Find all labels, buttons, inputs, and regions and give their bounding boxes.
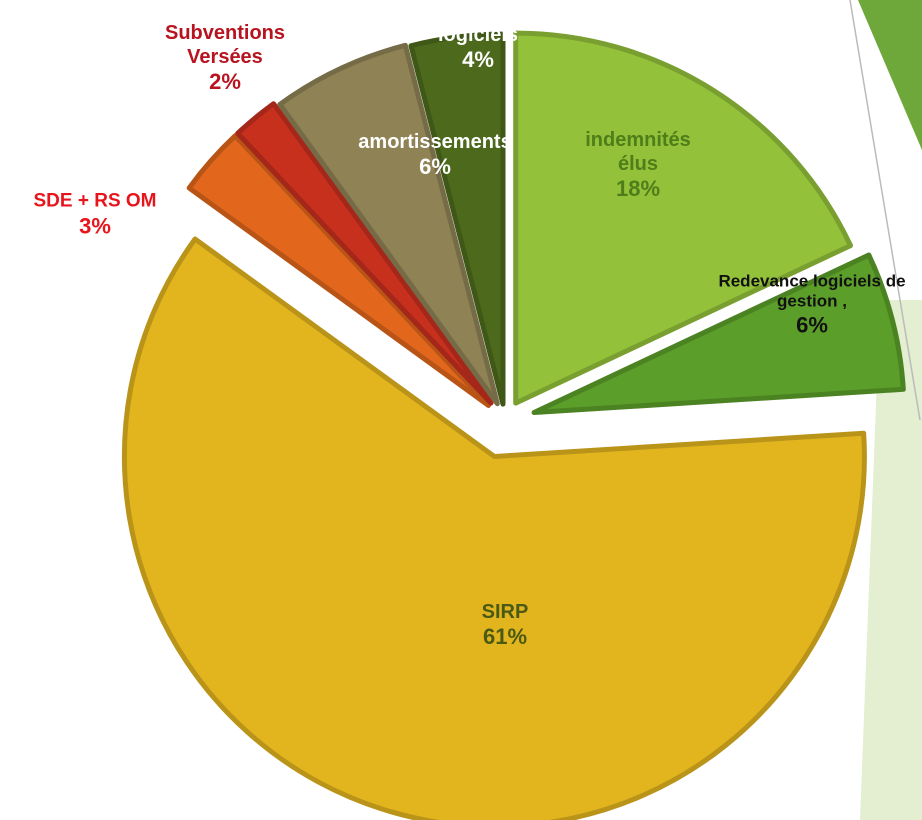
category-label: logiciels [437, 23, 519, 46]
pie-slice [277, 42, 500, 407]
value-label: 2% [209, 68, 241, 94]
slice-label: Subventions Versées 2% [155, 21, 295, 95]
category-label: SDE + RS OM [33, 190, 157, 212]
decor-line [849, 0, 921, 421]
value-label: 3% [79, 213, 111, 239]
category-label: amortissements [358, 130, 512, 153]
decor-triangle [858, 0, 922, 150]
category-label: Redevance logiciels de gestion , [718, 271, 906, 311]
value-label: 61% [482, 623, 528, 649]
slice-label: SIRP 61% [445, 600, 565, 650]
value-label: 4% [462, 46, 494, 72]
pie-slice [531, 252, 906, 416]
category-label: indemnités élus [585, 128, 691, 175]
slice-label: Redevance logiciels de gestion , 6% [705, 271, 920, 338]
value-label: 6% [796, 312, 828, 338]
pie-slice [121, 236, 867, 820]
pie-slice [408, 31, 506, 407]
pie-slice [186, 133, 491, 408]
pie-slice [235, 101, 494, 406]
slice-label: logiciels 4% [418, 23, 538, 73]
category-label: Subventions Versées [164, 21, 285, 68]
slice-label: amortissements 6% [325, 130, 545, 180]
decor-band [860, 300, 922, 820]
category-label: SIRP [481, 600, 529, 623]
slice-label: SDE + RS OM 3% [0, 190, 195, 239]
pie-slice [513, 30, 854, 406]
value-label: 18% [615, 175, 661, 201]
slice-label: indemnités élus 18% [573, 128, 703, 202]
value-label: 6% [419, 153, 451, 179]
